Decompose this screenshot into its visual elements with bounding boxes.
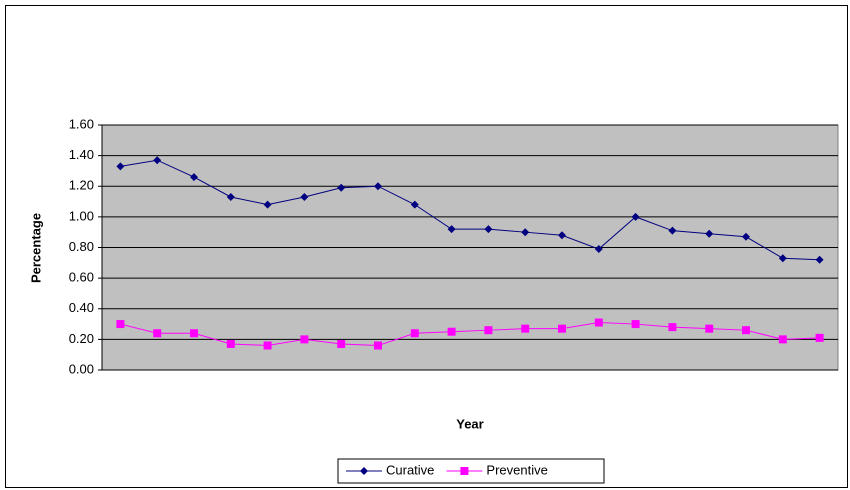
y-axis-label: Percentage (28, 213, 43, 283)
y-tick-label: 0.40 (69, 300, 94, 315)
point (815, 255, 824, 264)
point (263, 341, 272, 350)
point (484, 225, 493, 234)
point (116, 320, 125, 329)
point (300, 335, 309, 344)
point (558, 231, 566, 240)
y-tick-label: 1.40 (69, 147, 94, 162)
point (594, 245, 603, 254)
point (742, 326, 750, 335)
point (558, 324, 566, 333)
y-tick-label: 0.00 (69, 361, 94, 376)
point (668, 226, 677, 235)
point (226, 192, 235, 201)
y-tick-label: 0.20 (69, 331, 94, 346)
point (631, 212, 640, 221)
legend-label: Curative (386, 462, 434, 477)
point (521, 324, 530, 333)
point (815, 333, 824, 342)
point (263, 200, 272, 209)
y-tick-label: 0.60 (69, 270, 94, 285)
series-line (120, 322, 820, 347)
y-tick-label: 1.00 (69, 208, 94, 223)
point (778, 254, 787, 263)
point (190, 173, 198, 182)
point (521, 228, 530, 237)
legend-label: Preventive (486, 462, 547, 477)
point (705, 229, 714, 238)
y-tick-label: 0.80 (69, 239, 94, 254)
point (116, 162, 125, 171)
point (410, 200, 419, 209)
point (153, 329, 162, 338)
point (410, 329, 419, 338)
point (447, 327, 456, 336)
point (190, 329, 198, 338)
point (668, 323, 677, 332)
point (374, 341, 382, 350)
x-axis-label: Year (456, 416, 483, 431)
point (226, 339, 235, 348)
point (705, 324, 714, 333)
legend-marker (360, 467, 368, 475)
point (337, 183, 346, 192)
point (742, 232, 750, 241)
point (337, 339, 346, 348)
point (631, 320, 640, 329)
point (447, 225, 456, 234)
point (778, 335, 787, 344)
point (374, 182, 382, 191)
y-tick-label: 1.60 (69, 116, 94, 131)
point (594, 318, 603, 327)
legend-marker (460, 467, 469, 475)
y-tick-label: 1.20 (69, 178, 94, 193)
point (484, 326, 493, 335)
point (153, 156, 162, 165)
series-line (120, 159, 820, 261)
point (300, 192, 309, 201)
